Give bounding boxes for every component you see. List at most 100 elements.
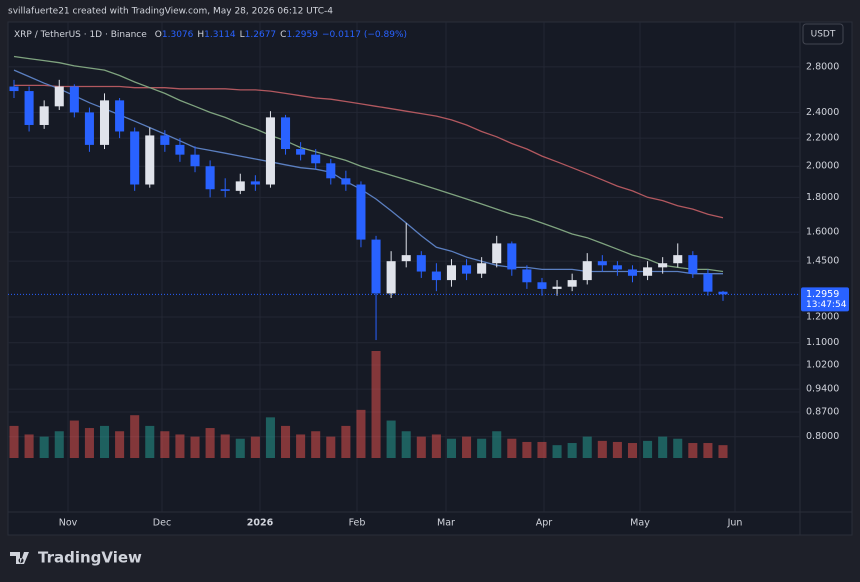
candle-body [326, 163, 336, 179]
volume-bar [130, 415, 140, 458]
volume-bar [552, 445, 562, 458]
symbol: XRP / TetherUS · 1D · Binance [14, 30, 147, 40]
footer-logo: TradingView [10, 549, 142, 567]
candle-body [386, 261, 396, 294]
candle-body [703, 273, 713, 292]
volume-bar [265, 417, 275, 458]
candle-body [130, 131, 140, 185]
candle-body [265, 117, 275, 185]
y-tick-label: 2.2000 [806, 133, 839, 144]
volume-bar [688, 443, 698, 458]
x-tick-label: Feb [349, 518, 366, 529]
candle-body [582, 261, 592, 281]
x-tick-label: Dec [153, 518, 171, 529]
brand: TradingView [38, 549, 142, 567]
volume-bar [220, 434, 230, 458]
ohlc-value: 1.2959 [286, 30, 318, 40]
volume-bar [190, 436, 200, 458]
chart-pane [7, 21, 853, 536]
volume-bar [477, 438, 487, 458]
candle-body [69, 86, 79, 113]
candle-body [84, 112, 94, 145]
y-tick-label: 1.1000 [806, 337, 839, 348]
candle-body [462, 265, 472, 274]
candle-body [673, 255, 683, 264]
candle-body [9, 86, 19, 92]
y-tick-label: 0.9400 [806, 384, 839, 395]
volume-bar [703, 443, 713, 458]
volume-bar [431, 434, 441, 458]
volume-bar [145, 425, 155, 458]
currency: USDT [811, 30, 836, 40]
candle-body [552, 286, 562, 289]
volume-bar [597, 440, 607, 458]
moving-average [13, 69, 723, 275]
x-tick-label: Mar [437, 518, 455, 529]
candle-body [39, 106, 49, 125]
volume-bar [582, 436, 592, 458]
candle-body [160, 135, 170, 145]
volume-bar [296, 434, 306, 458]
volume-bar [401, 431, 411, 458]
volume-bar [386, 420, 396, 458]
price-label: 1.2959 [806, 289, 839, 300]
legend: XRP / TetherUS · 1D · Binance O1.3076 H1.3… [14, 30, 407, 40]
y-tick-label: 1.8000 [806, 192, 839, 203]
volume-bar [356, 409, 366, 458]
candle-body [567, 280, 577, 287]
candle-body [341, 178, 351, 185]
candle-body [492, 243, 502, 264]
candle-body [311, 154, 321, 164]
candle-body [688, 255, 698, 274]
y-tick-label: 0.8700 [806, 406, 839, 417]
volume-bar [115, 431, 125, 458]
x-tick-label: May [630, 518, 650, 529]
moving-average [13, 55, 724, 273]
candle-body [220, 189, 230, 191]
moving-average [14, 84, 724, 219]
candle-body [175, 144, 185, 155]
ohlc-value: 1.3114 [204, 30, 236, 40]
candle-body [658, 263, 668, 268]
volume-bar [250, 436, 260, 458]
candle-body [190, 154, 200, 167]
ohlc-key: O [155, 30, 162, 40]
credit: svillafuerte21 created with TradingView.… [8, 7, 333, 17]
volume-bar [84, 428, 94, 458]
volume-bar [658, 436, 668, 458]
volume-bar [69, 420, 79, 458]
volume-bar [326, 436, 336, 458]
volume-bar [99, 425, 110, 458]
candle-body [627, 269, 638, 276]
x-tick-label: Nov [59, 518, 78, 529]
candle-body [145, 135, 155, 185]
candle-body [446, 265, 456, 281]
volume-bar [522, 441, 532, 458]
y-tick-label: 1.2000 [806, 312, 839, 323]
candle-body [537, 282, 547, 289]
change: −0.0117 (−0.89%) [322, 30, 407, 40]
volume-bar [673, 438, 683, 458]
volume-bar [462, 436, 472, 458]
volume-bar [446, 438, 456, 458]
candle-body [115, 100, 125, 132]
volume-bar [281, 425, 291, 458]
ohlc-key: H [197, 30, 204, 40]
volume-bar [175, 434, 185, 458]
volume-bar [567, 443, 577, 458]
volume-bar [39, 436, 49, 458]
volume-bar [416, 436, 426, 458]
candle-body [718, 291, 728, 295]
candle-body [431, 271, 441, 281]
y-tick-label: 1.4500 [806, 256, 839, 267]
ohlc-value: 1.2677 [245, 30, 277, 40]
candle-body [507, 243, 517, 270]
volume-bar [643, 440, 653, 458]
candle-body [250, 181, 260, 185]
volume-bar [612, 441, 622, 458]
candle-body [643, 267, 653, 276]
candle-body [477, 263, 487, 274]
candle-body [371, 239, 381, 294]
price-label-box [801, 287, 849, 312]
